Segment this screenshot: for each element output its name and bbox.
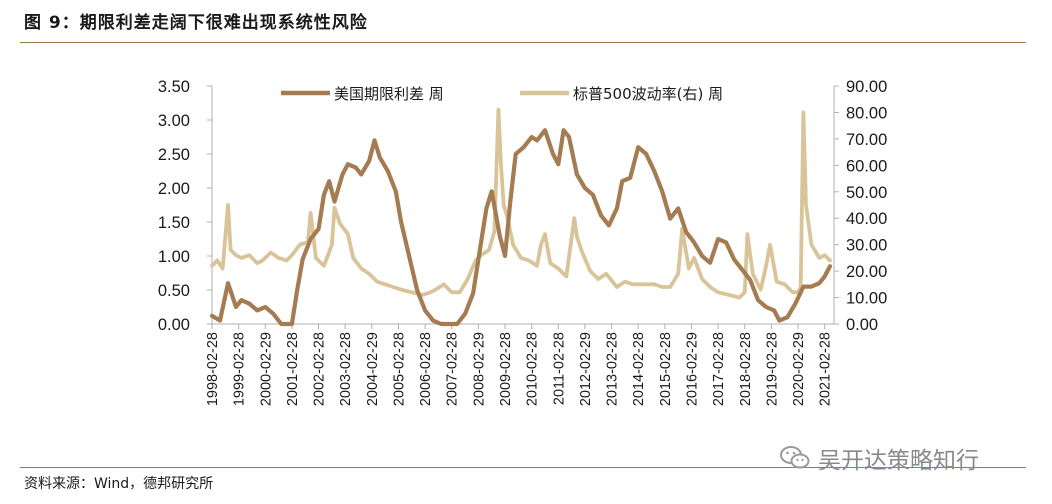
x-tick-label: 2000-02-29: [258, 332, 274, 406]
x-tick-label: 2013-02-28: [605, 332, 621, 406]
x-tick-label: 2019-02-28: [764, 332, 780, 406]
y-left-tick-label: 3.00: [158, 112, 190, 130]
y-right-tick-label: 70.00: [846, 131, 887, 149]
x-tick-label: 2007-02-28: [445, 332, 461, 406]
y-left-tick-label: 2.50: [158, 146, 190, 164]
y-left-tick-label: 2.00: [158, 180, 190, 198]
chart-series: [209, 107, 833, 327]
y-right-tick-label: 60.00: [846, 157, 887, 175]
x-tick-label: 2021-02-28: [818, 332, 834, 406]
chart-legend: 美国期限利差 周 标普500波动率(右) 周: [281, 85, 723, 103]
legend-label: 美国期限利差 周: [334, 85, 444, 103]
y-left-tick-label: 1.50: [158, 214, 190, 232]
x-tick-label: 2016-02-29: [684, 332, 700, 406]
wechat-icon: [780, 446, 810, 469]
y-left-tick-label: 3.50: [158, 78, 190, 96]
x-tick-label: 2005-02-28: [391, 332, 407, 406]
y-right-tick-label: 0.00: [846, 316, 878, 334]
watermark: 吴开达策略知行: [780, 441, 979, 475]
x-tick-label: 1998-02-28: [205, 332, 221, 406]
y-left-tick-label: 0.00: [158, 316, 190, 334]
x-tick-label: 2008-02-29: [471, 332, 487, 406]
line-chart: 0.00 0.50 1.00 1.50 2.00 2.50 3.00 3.50 0.00 10.0…: [158, 78, 887, 406]
x-tick-label: 2015-02-28: [658, 332, 674, 406]
x-tick-label: 2012-02-29: [578, 332, 594, 406]
x-tick-label: 2018-02-28: [738, 332, 754, 406]
x-tick-label: 2014-02-28: [631, 332, 647, 406]
legend-label: 标普500波动率(右) 周: [573, 85, 723, 103]
y-right-tick-label: 40.00: [846, 210, 887, 228]
title-divider: [20, 42, 1026, 43]
source-note: 资料来源：Wind，德邦研究所: [24, 476, 214, 492]
x-tick-label: 2009-02-28: [498, 332, 514, 406]
page-title: 图 9：期限利差走阔下很难出现系统性风险: [24, 13, 368, 33]
series-line-volatility: [210, 107, 832, 300]
x-tick-label: 2004-02-29: [365, 332, 381, 406]
y-right-tick-label: 80.00: [846, 104, 887, 122]
footer-divider: [20, 467, 1026, 468]
x-tick-label: 2010-02-28: [525, 332, 541, 406]
x-tick-label: 2017-02-28: [711, 332, 727, 406]
y-right-tick-label: 50.00: [846, 184, 887, 202]
y-right-tick-label: 90.00: [846, 78, 887, 96]
y-left-tick-label: 1.00: [158, 248, 190, 266]
x-tick-label: 2006-02-28: [418, 332, 434, 406]
y-right-tick-label: 10.00: [846, 290, 887, 308]
series-line-spread: [209, 128, 833, 327]
chart-axes: 0.00 0.50 1.00 1.50 2.00 2.50 3.00 3.50 0.00 10.0…: [158, 78, 887, 406]
y-right-tick-label: 30.00: [846, 237, 887, 255]
watermark-text: 吴开达策略知行: [818, 448, 979, 474]
x-tick-label: 2002-02-28: [312, 332, 328, 406]
x-tick-label: 1999-02-28: [232, 332, 248, 406]
y-left-tick-label: 0.50: [158, 282, 190, 300]
x-tick-label: 2011-02-28: [551, 332, 567, 405]
x-tick-label: 2003-02-28: [338, 332, 354, 406]
y-right-tick-label: 20.00: [846, 263, 887, 281]
x-tick-label: 2020-02-29: [791, 332, 807, 406]
x-tick-label: 2001-02-28: [285, 332, 301, 406]
